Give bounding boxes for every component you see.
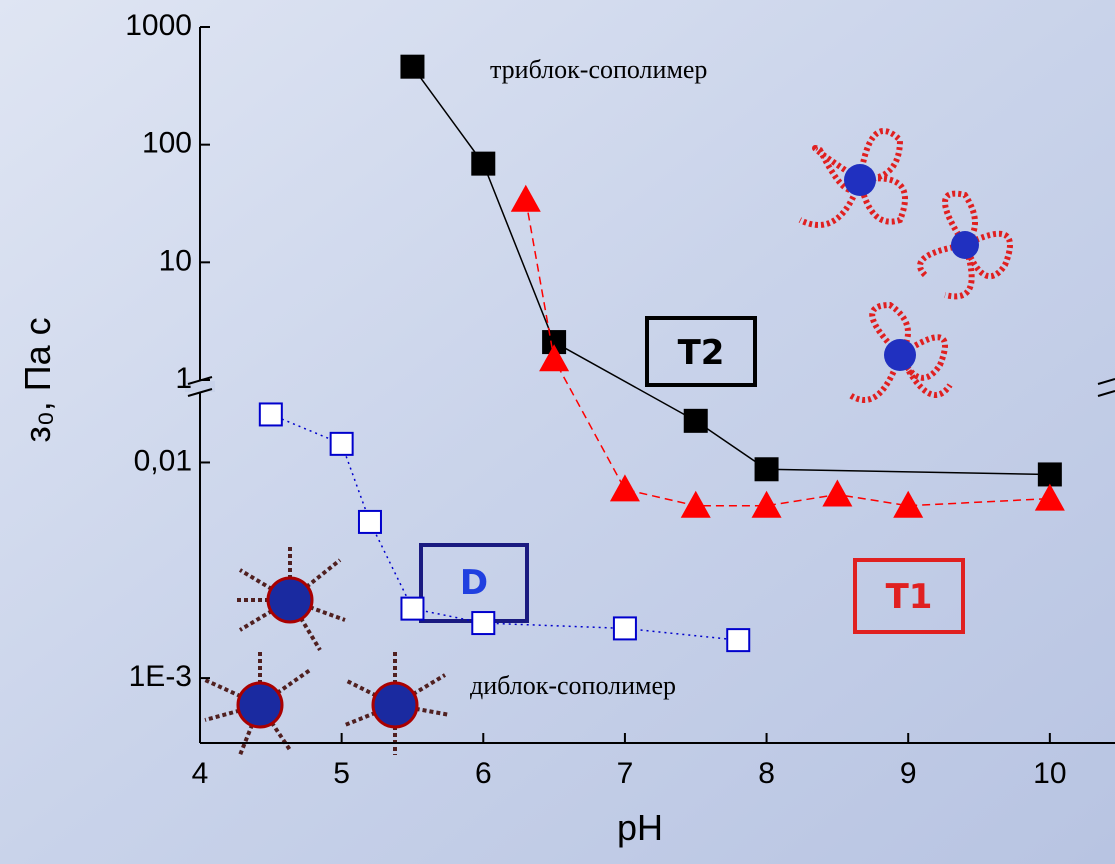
series-label: T1 — [886, 577, 933, 617]
series-label: D — [460, 563, 488, 603]
y-tick-label: 1 — [175, 362, 192, 395]
x-tick-label: 10 — [1033, 757, 1066, 790]
marker — [401, 56, 423, 78]
marker — [260, 403, 282, 425]
x-tick-label: 9 — [900, 757, 917, 790]
x-tick-label: 8 — [758, 757, 775, 790]
marker — [756, 458, 778, 480]
x-tick-label: 7 — [617, 757, 634, 790]
marker — [614, 617, 636, 639]
y-tick-label: 1000 — [125, 9, 192, 42]
annotation: триблок-сополимер — [490, 55, 707, 84]
marker — [331, 433, 353, 455]
y-tick-label: 1E-3 — [129, 660, 192, 693]
y-tick-label: 100 — [142, 127, 192, 160]
marker — [685, 410, 707, 432]
annotation: диблок-сополимер — [470, 671, 676, 700]
chart: триблок-сополимер диблок-сополимер T2 T1… — [0, 0, 1115, 864]
x-tick-label: 4 — [192, 757, 209, 790]
series-label: T2 — [678, 333, 725, 373]
marker — [472, 612, 494, 634]
y-tick-label: 0,01 — [134, 444, 192, 477]
marker — [727, 629, 749, 651]
marker — [472, 153, 494, 175]
marker — [359, 511, 381, 533]
x-axis-label: pH — [617, 807, 663, 848]
y-axis-label: з₀, Па с — [17, 317, 58, 442]
x-tick-label: 5 — [333, 757, 350, 790]
marker — [401, 598, 423, 620]
y-tick-label: 10 — [159, 244, 192, 277]
marker — [1039, 463, 1061, 485]
x-tick-label: 6 — [475, 757, 492, 790]
